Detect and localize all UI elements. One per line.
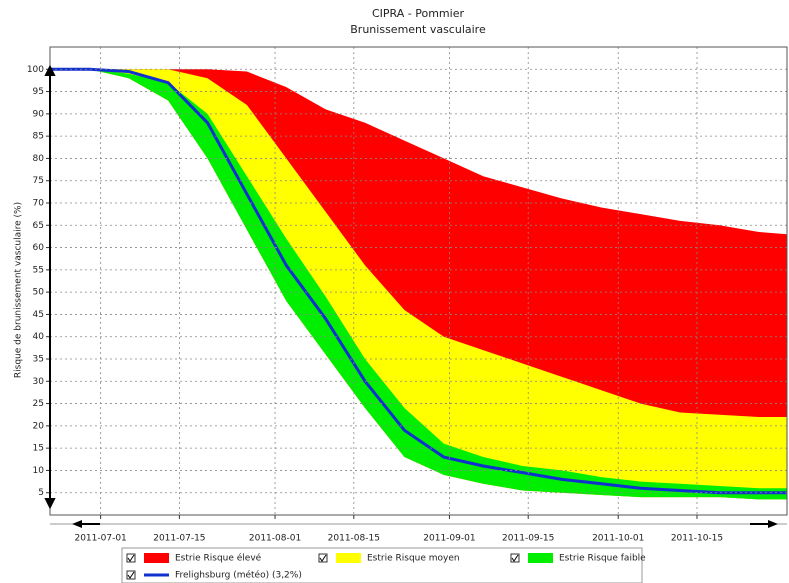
y-tick-label: 30 xyxy=(33,377,45,387)
y-tick-label: 60 xyxy=(33,243,45,253)
y-tick-label: 90 xyxy=(33,109,45,119)
x-tick-label: 2011-09-01 xyxy=(423,534,475,544)
y-tick-label: 45 xyxy=(33,310,44,320)
y-tick-label: 65 xyxy=(33,221,44,231)
legend: Estrie Risque élevé Estrie Risque moyen Es… xyxy=(122,548,646,583)
y-tick-label: 50 xyxy=(33,288,45,298)
y-tick-label: 75 xyxy=(33,176,44,186)
y-tick-label: 70 xyxy=(33,199,45,209)
legend-label: Frelighsburg (météo) (3,2%) xyxy=(175,570,302,581)
x-tick-label: 2011-07-15 xyxy=(153,534,205,544)
legend-label: Estrie Risque moyen xyxy=(367,554,460,564)
legend-label: Estrie Risque élevé xyxy=(175,553,262,564)
y-axis-label: Risque de brunissement vasculaire (%) xyxy=(14,202,24,378)
legend-swatch xyxy=(528,553,553,563)
y-tick-label: 35 xyxy=(33,355,44,365)
legend-swatch xyxy=(336,553,361,563)
y-tick-label: 25 xyxy=(33,399,44,409)
x-tick-label: 2011-10-01 xyxy=(592,534,644,544)
y-tick-label: 20 xyxy=(33,421,45,431)
y-tick-label: 55 xyxy=(33,265,44,275)
y-tick-label: 100 xyxy=(27,65,44,75)
chart-title: CIPRA - Pommier xyxy=(372,7,464,20)
chart-subtitle: Brunissement vasculaire xyxy=(350,23,486,36)
y-tick-label: 5 xyxy=(38,488,44,498)
y-tick-label: 10 xyxy=(33,466,45,476)
legend-swatch xyxy=(144,553,169,563)
chart: CIPRA - Pommier Brunissement vasculaire … xyxy=(0,0,789,583)
x-tick-label: 2011-07-01 xyxy=(74,534,126,544)
legend-label: Estrie Risque faible xyxy=(559,554,646,564)
x-tick-label: 2011-10-15 xyxy=(671,534,723,544)
y-tick-label: 40 xyxy=(33,332,45,342)
y-tick-label: 80 xyxy=(33,154,45,164)
y-tick-label: 95 xyxy=(33,87,44,97)
y-tick-label: 85 xyxy=(33,132,44,142)
y-tick-label: 15 xyxy=(33,444,44,454)
x-tick-label: 2011-08-01 xyxy=(249,534,301,544)
x-tick-label: 2011-09-15 xyxy=(502,534,554,544)
x-tick-label: 2011-08-15 xyxy=(328,534,380,544)
